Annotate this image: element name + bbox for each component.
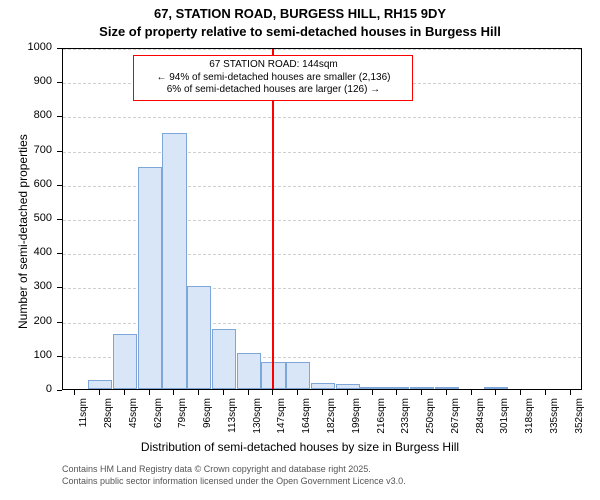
x-tick-label: 28sqm	[103, 398, 114, 438]
x-tick-mark	[198, 390, 199, 395]
credit-line-2: Contains public sector information licen…	[62, 476, 406, 486]
x-tick-label: 147sqm	[276, 398, 287, 438]
histogram-bar	[360, 387, 384, 389]
histogram-bar	[311, 383, 335, 389]
plot-area: 67 STATION ROAD: 144sqm ← 94% of semi-de…	[62, 48, 582, 390]
gridline	[63, 117, 581, 118]
histogram-bar	[212, 329, 236, 389]
x-tick-label: 216sqm	[376, 398, 387, 438]
x-tick-mark	[446, 390, 447, 395]
histogram-bar	[410, 387, 434, 389]
histogram-bar	[385, 387, 409, 389]
x-tick-mark	[173, 390, 174, 395]
x-tick-label: 79sqm	[177, 398, 188, 438]
y-tick-mark	[57, 253, 62, 254]
histogram-bar	[237, 353, 261, 389]
x-tick-label: 284sqm	[475, 398, 486, 438]
y-tick-mark	[57, 151, 62, 152]
y-axis-label: Number of semi-detached properties	[16, 134, 30, 329]
x-tick-mark	[570, 390, 571, 395]
x-tick-mark	[272, 390, 273, 395]
x-tick-label: 199sqm	[351, 398, 362, 438]
x-axis-label: Distribution of semi-detached houses by …	[0, 440, 600, 454]
y-tick-mark	[57, 322, 62, 323]
x-tick-label: 11sqm	[78, 398, 89, 438]
histogram-bar	[336, 384, 360, 389]
y-tick-label: 1000	[0, 41, 52, 53]
y-tick-mark	[57, 356, 62, 357]
histogram-bar	[435, 387, 459, 389]
histogram-bar	[187, 286, 211, 389]
x-tick-mark	[248, 390, 249, 395]
x-tick-label: 130sqm	[252, 398, 263, 438]
x-tick-mark	[471, 390, 472, 395]
y-tick-label: 100	[0, 349, 52, 361]
y-tick-label: 600	[0, 178, 52, 190]
chart-title-main: 67, STATION ROAD, BURGESS HILL, RH15 9DY	[0, 6, 600, 21]
y-tick-label: 400	[0, 246, 52, 258]
y-tick-label: 0	[0, 383, 52, 395]
x-tick-label: 113sqm	[227, 398, 238, 438]
x-tick-mark	[545, 390, 546, 395]
x-tick-mark	[347, 390, 348, 395]
annotation-box: 67 STATION ROAD: 144sqm ← 94% of semi-de…	[133, 55, 413, 101]
y-tick-label: 700	[0, 144, 52, 156]
x-tick-mark	[124, 390, 125, 395]
x-tick-label: 164sqm	[301, 398, 312, 438]
histogram-bar	[138, 167, 162, 389]
annotation-line1: 67 STATION ROAD: 144sqm	[140, 59, 406, 72]
annotation-line2: ← 94% of semi-detached houses are smalle…	[140, 72, 406, 85]
y-tick-mark	[57, 287, 62, 288]
x-tick-mark	[74, 390, 75, 395]
y-tick-mark	[57, 82, 62, 83]
gridline	[63, 49, 581, 50]
y-tick-mark	[57, 390, 62, 391]
y-tick-label: 500	[0, 212, 52, 224]
y-tick-label: 800	[0, 109, 52, 121]
histogram-bar	[484, 387, 508, 389]
chart-title-sub: Size of property relative to semi-detach…	[0, 24, 600, 39]
histogram-bar	[162, 133, 186, 390]
x-tick-label: 62sqm	[153, 398, 164, 438]
x-tick-label: 318sqm	[524, 398, 535, 438]
x-tick-label: 182sqm	[326, 398, 337, 438]
gridline	[63, 152, 581, 153]
annotation-line3: 6% of semi-detached houses are larger (1…	[140, 84, 406, 97]
y-tick-label: 300	[0, 280, 52, 292]
x-tick-label: 301sqm	[499, 398, 510, 438]
y-tick-label: 900	[0, 75, 52, 87]
x-tick-mark	[322, 390, 323, 395]
y-tick-mark	[57, 48, 62, 49]
credit-line-1: Contains HM Land Registry data © Crown c…	[62, 464, 371, 474]
histogram-bar	[113, 334, 137, 389]
y-tick-mark	[57, 185, 62, 186]
y-tick-mark	[57, 116, 62, 117]
x-tick-label: 233sqm	[400, 398, 411, 438]
x-tick-mark	[99, 390, 100, 395]
histogram-bar	[88, 380, 112, 389]
x-tick-mark	[297, 390, 298, 395]
x-tick-label: 45sqm	[128, 398, 139, 438]
x-tick-label: 96sqm	[202, 398, 213, 438]
x-tick-mark	[520, 390, 521, 395]
x-tick-label: 267sqm	[450, 398, 461, 438]
x-tick-mark	[149, 390, 150, 395]
y-tick-label: 200	[0, 315, 52, 327]
x-tick-mark	[396, 390, 397, 395]
x-tick-mark	[372, 390, 373, 395]
x-tick-mark	[223, 390, 224, 395]
x-tick-label: 250sqm	[425, 398, 436, 438]
x-tick-label: 335sqm	[549, 398, 560, 438]
histogram-bar	[286, 362, 310, 389]
y-tick-mark	[57, 219, 62, 220]
x-tick-mark	[495, 390, 496, 395]
x-tick-mark	[421, 390, 422, 395]
chart-container: 67, STATION ROAD, BURGESS HILL, RH15 9DY…	[0, 0, 600, 500]
x-tick-label: 352sqm	[574, 398, 585, 438]
